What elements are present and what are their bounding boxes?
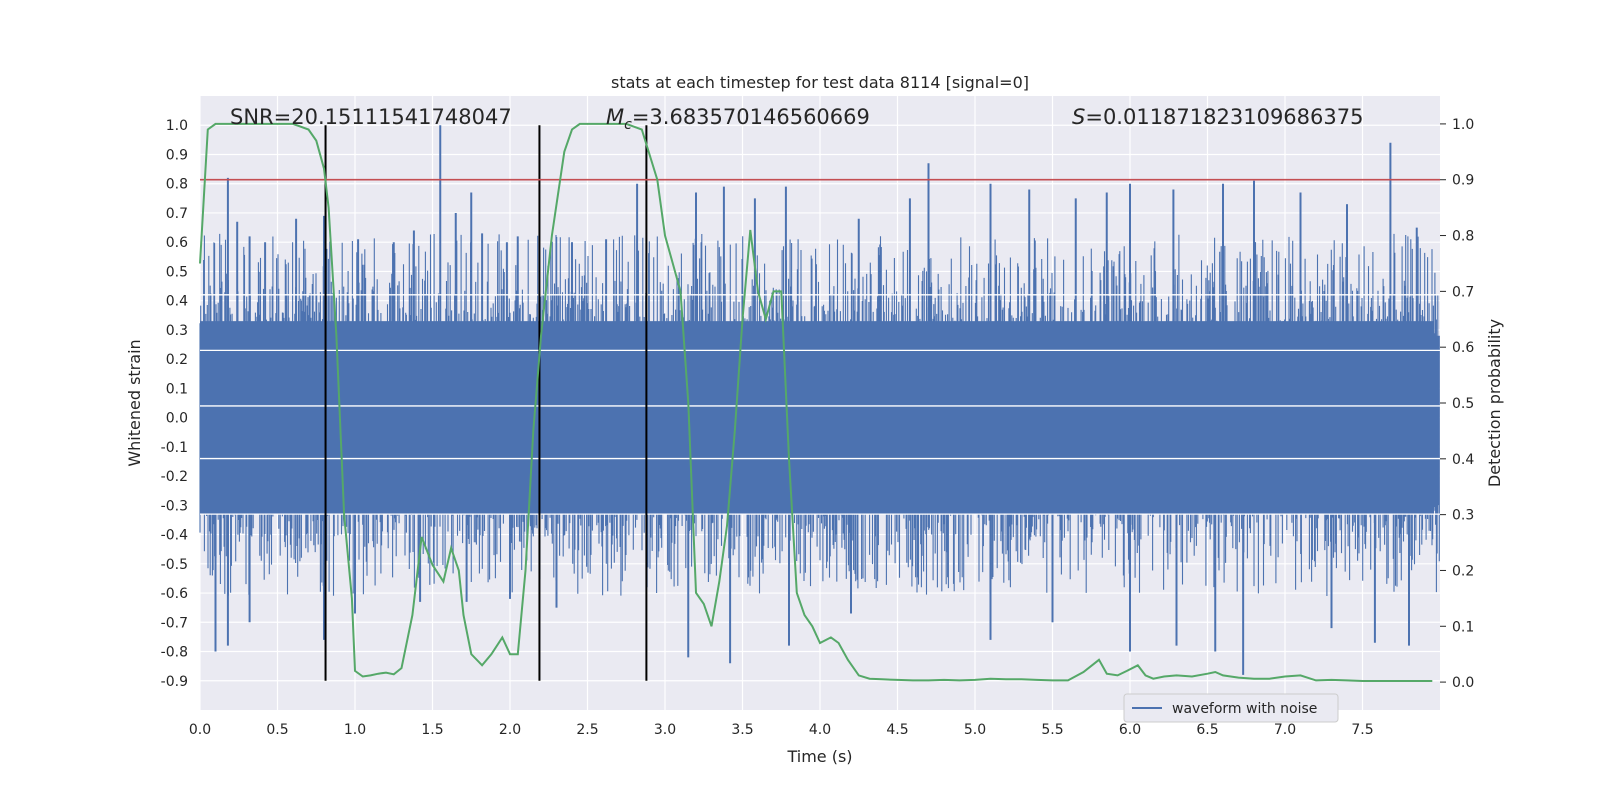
x-tick-label: 6.0 xyxy=(1119,722,1141,738)
x-tick-label: 0.5 xyxy=(266,722,288,738)
right-y-tick-label: 0.5 xyxy=(1452,396,1474,412)
left-y-tick-label: 0.7 xyxy=(166,206,188,222)
left-y-tick-label: 0.3 xyxy=(166,323,188,339)
x-ticks: 0.0 0.5 1.0 1.5 2.0 2.5 3.0 3.5 4.0 4.5 5.0 5.5 6.0 6… xyxy=(189,722,1374,738)
x-tick-label: 1.0 xyxy=(344,722,366,738)
x-tick-label: 2.0 xyxy=(499,722,521,738)
right-y-tick-label: 0.4 xyxy=(1452,452,1474,468)
left-y-tick-label: -0.1 xyxy=(161,440,188,456)
left-y-tick-label: 0.2 xyxy=(166,352,188,368)
left-y-tick-label: 0.4 xyxy=(166,294,188,310)
vertical-markers xyxy=(324,125,648,681)
right-y-tick-label: 0.9 xyxy=(1452,173,1474,189)
right-y-tick-label: 1.0 xyxy=(1452,117,1474,133)
left-y-tick-label: -0.2 xyxy=(161,469,188,485)
probability-series xyxy=(199,122,1433,682)
s-annotation: S=0.011871823109686375 xyxy=(1072,105,1363,129)
left-y-tick-label: 0.0 xyxy=(166,411,188,427)
chirp-mass-subscript: c xyxy=(624,117,632,133)
x-tick-label: 3.5 xyxy=(731,722,753,738)
right-y-tick-label: 0.0 xyxy=(1452,675,1474,691)
x-tick-label: 4.5 xyxy=(886,722,908,738)
waveform-series xyxy=(199,125,1440,675)
right-y-tick-label: 0.2 xyxy=(1452,563,1474,579)
right-y-tick-label: 0.6 xyxy=(1452,340,1474,356)
left-y-ticks: -0.9 -0.8 -0.7 -0.6 -0.5 -0.4 -0.3 -0.2 -0.1 0.0 0… xyxy=(161,118,188,690)
probability-line xyxy=(199,122,1433,682)
x-tick-label: 2.5 xyxy=(576,722,598,738)
left-y-tick-label: 0.6 xyxy=(166,235,188,251)
x-tick-label: 0.0 xyxy=(189,722,211,738)
left-y-tick-label: 0.9 xyxy=(166,147,188,163)
left-y-tick-label: -0.3 xyxy=(161,498,188,514)
x-tick-label: 4.0 xyxy=(809,722,831,738)
right-y-tick-label: 0.3 xyxy=(1452,508,1474,524)
legend-label: waveform with noise xyxy=(1172,701,1317,717)
left-y-tick-label: -0.7 xyxy=(161,615,188,631)
x-tick-label: 6.5 xyxy=(1196,722,1218,738)
legend: waveform with noise xyxy=(1123,693,1339,723)
x-tick-label: 7.5 xyxy=(1351,722,1373,738)
left-y-tick-label: 1.0 xyxy=(166,118,188,134)
snr-annotation: SNR=20.15111541748047 xyxy=(230,105,512,129)
left-y-tick-label: -0.6 xyxy=(161,586,188,602)
right-y-tick-label: 0.8 xyxy=(1452,229,1474,245)
waveform-core xyxy=(200,321,1434,515)
legend-box xyxy=(1123,693,1339,723)
left-y-tick-label: 0.1 xyxy=(166,381,188,397)
x-tick-label: 1.5 xyxy=(421,722,443,738)
left-y-tick-label: -0.4 xyxy=(161,528,188,544)
y-axis-label-left: Whitened strain xyxy=(125,339,144,466)
right-y-tick-label: 0.7 xyxy=(1452,284,1474,300)
s-value: =0.011871823109686375 xyxy=(1085,105,1363,129)
x-tick-label: 5.0 xyxy=(964,722,986,738)
y-axis-label-right: Detection probability xyxy=(1485,319,1504,487)
right-y-ticks: 0.0 0.1 0.2 0.3 0.4 0.5 0.6 0.7 0.8 0.9 1.0 xyxy=(1440,117,1474,691)
left-y-tick-label: 0.5 xyxy=(166,264,188,280)
chirp-mass-value: =3.683570146560669 xyxy=(632,105,870,129)
s-symbol: S xyxy=(1072,105,1085,129)
left-y-tick-label: -0.9 xyxy=(161,674,188,690)
left-y-tick-label: 0.8 xyxy=(166,177,188,193)
left-y-tick-label: -0.8 xyxy=(161,645,188,661)
x-tick-label: 5.5 xyxy=(1041,722,1063,738)
chart-title: stats at each timestep for test data 811… xyxy=(611,73,1029,92)
x-axis-label: Time (s) xyxy=(786,747,852,766)
x-tick-label: 7.0 xyxy=(1274,722,1296,738)
x-tick-label: 3.0 xyxy=(654,722,676,738)
right-y-tick-label: 0.1 xyxy=(1452,619,1474,635)
left-y-tick-label: -0.5 xyxy=(161,557,188,573)
chirp-mass-annotation: Mc=3.683570146560669 xyxy=(606,105,870,133)
chirp-mass-symbol: M xyxy=(606,105,624,129)
